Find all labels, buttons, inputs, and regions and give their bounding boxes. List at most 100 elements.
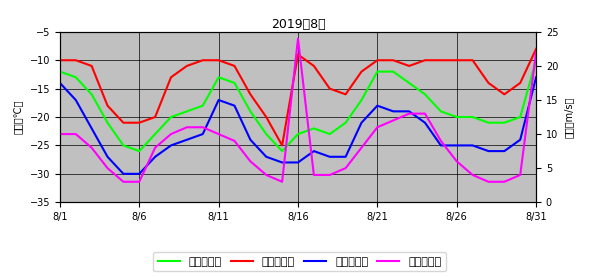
日平均風速 [422,112,429,115]
日最低気温 [152,155,159,158]
日平均風速 [104,166,111,170]
日最低気温 [533,76,540,79]
日最高気温 [215,58,222,62]
日平均風速 [120,180,127,183]
日平均気温 [422,93,429,96]
日最低気温 [72,98,80,102]
日最高気温 [152,115,159,119]
日最低気温 [247,138,254,141]
日最低気温 [485,150,492,153]
日平均気温 [72,76,80,79]
日平均風速 [199,125,206,129]
Y-axis label: 風速（m/s）: 風速（m/s） [564,96,574,138]
日平均風速 [310,173,317,177]
Title: 2019年8月: 2019年8月 [271,18,325,31]
日平均風速 [183,125,190,129]
日最低気温 [279,161,286,164]
日平均気温 [517,115,524,119]
日最高気温 [390,58,397,62]
日平均気温 [358,98,365,102]
日最高気温 [310,64,317,68]
日最高気温 [279,144,286,147]
日最高気温 [120,121,127,124]
日最高気温 [437,58,444,62]
日平均風速 [263,173,270,177]
日平均気温 [406,81,413,85]
Y-axis label: 気温（℃）: 気温（℃） [14,100,24,134]
日平均風速 [56,132,63,136]
日平均気温 [437,110,444,113]
日平均気温 [120,144,127,147]
日最低気温 [422,121,429,124]
日最高気温 [168,76,175,79]
日最高気温 [104,104,111,107]
日最高気温 [72,58,80,62]
日平均風速 [88,146,95,149]
日最低気温 [263,155,270,158]
日平均風速 [390,119,397,122]
日平均気温 [469,115,476,119]
日平均気温 [533,58,540,62]
日平均気温 [501,121,508,124]
日平均風速 [136,180,143,183]
日最高気温 [406,64,413,68]
日最低気温 [453,144,461,147]
日最低気温 [199,132,206,136]
日最高気温 [295,53,302,56]
日平均風速 [247,160,254,163]
日最高気温 [517,81,524,85]
日平均風速 [374,125,381,129]
日最高気温 [469,58,476,62]
日平均気温 [56,70,63,73]
日平均風速 [358,146,365,149]
日最低気温 [310,150,317,153]
日最高気温 [247,93,254,96]
Line: 日最高気温: 日最高気温 [60,49,536,145]
日平均風速 [342,166,349,170]
日最高気温 [326,87,333,90]
日平均気温 [152,132,159,136]
日平均気温 [247,110,254,113]
日最低気温 [56,81,63,85]
日平均気温 [295,132,302,136]
Line: 日平均風速: 日平均風速 [60,39,536,182]
日平均風速 [469,173,476,177]
日平均風速 [517,173,524,177]
日最低気温 [168,144,175,147]
日平均風速 [533,51,540,54]
日最高気温 [263,115,270,119]
日最高気温 [453,58,461,62]
日平均風速 [453,160,461,163]
日平均気温 [231,81,238,85]
日最低気温 [374,104,381,107]
日平均気温 [183,110,190,113]
日最低気温 [120,172,127,176]
日平均気温 [136,150,143,153]
日最高気温 [358,70,365,73]
日最低気温 [295,161,302,164]
日平均風速 [326,173,333,177]
日平均気温 [215,76,222,79]
日平均気温 [263,132,270,136]
日最高気温 [422,58,429,62]
Legend: 日平均気温, 日最高気温, 日最低気温, 日平均風速: 日平均気温, 日最高気温, 日最低気温, 日平均風速 [153,252,446,271]
日平均風速 [501,180,508,183]
日最高気温 [533,47,540,50]
日平均気温 [374,70,381,73]
日最低気温 [136,172,143,176]
日平均気温 [390,70,397,73]
日最低気温 [501,150,508,153]
日最低気温 [104,155,111,158]
日最高気温 [485,81,492,85]
日最低気温 [406,110,413,113]
日最低気温 [326,155,333,158]
日平均風速 [437,139,444,143]
日平均風速 [168,132,175,136]
日最低気温 [88,127,95,130]
日平均風速 [152,146,159,149]
日平均気温 [88,93,95,96]
日平均風速 [215,132,222,136]
日最低気温 [390,110,397,113]
日平均風速 [406,112,413,115]
日最低気温 [517,138,524,141]
